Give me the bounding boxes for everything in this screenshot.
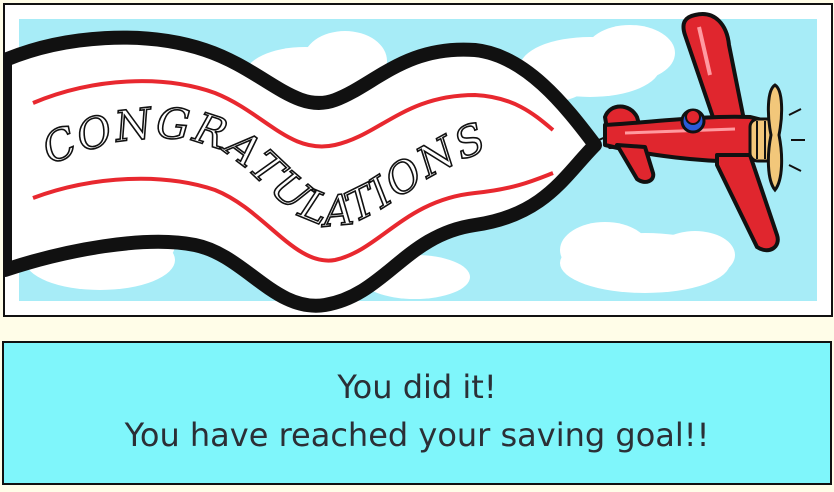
success-subtext: You have reached your saving goal!! <box>124 416 710 454</box>
success-heading: You did it! <box>337 368 497 406</box>
cloud-icon <box>560 222 735 293</box>
ribbon-banner <box>5 30 602 313</box>
ribbon-stripe-bottom <box>32 171 554 263</box>
airplane-icon <box>603 12 805 253</box>
congratulations-banner-image: CONGRATULATIONS <box>3 3 833 317</box>
ribbon-stripe-top <box>32 79 555 149</box>
success-message-panel: You did it! You have reached your saving… <box>2 341 832 485</box>
